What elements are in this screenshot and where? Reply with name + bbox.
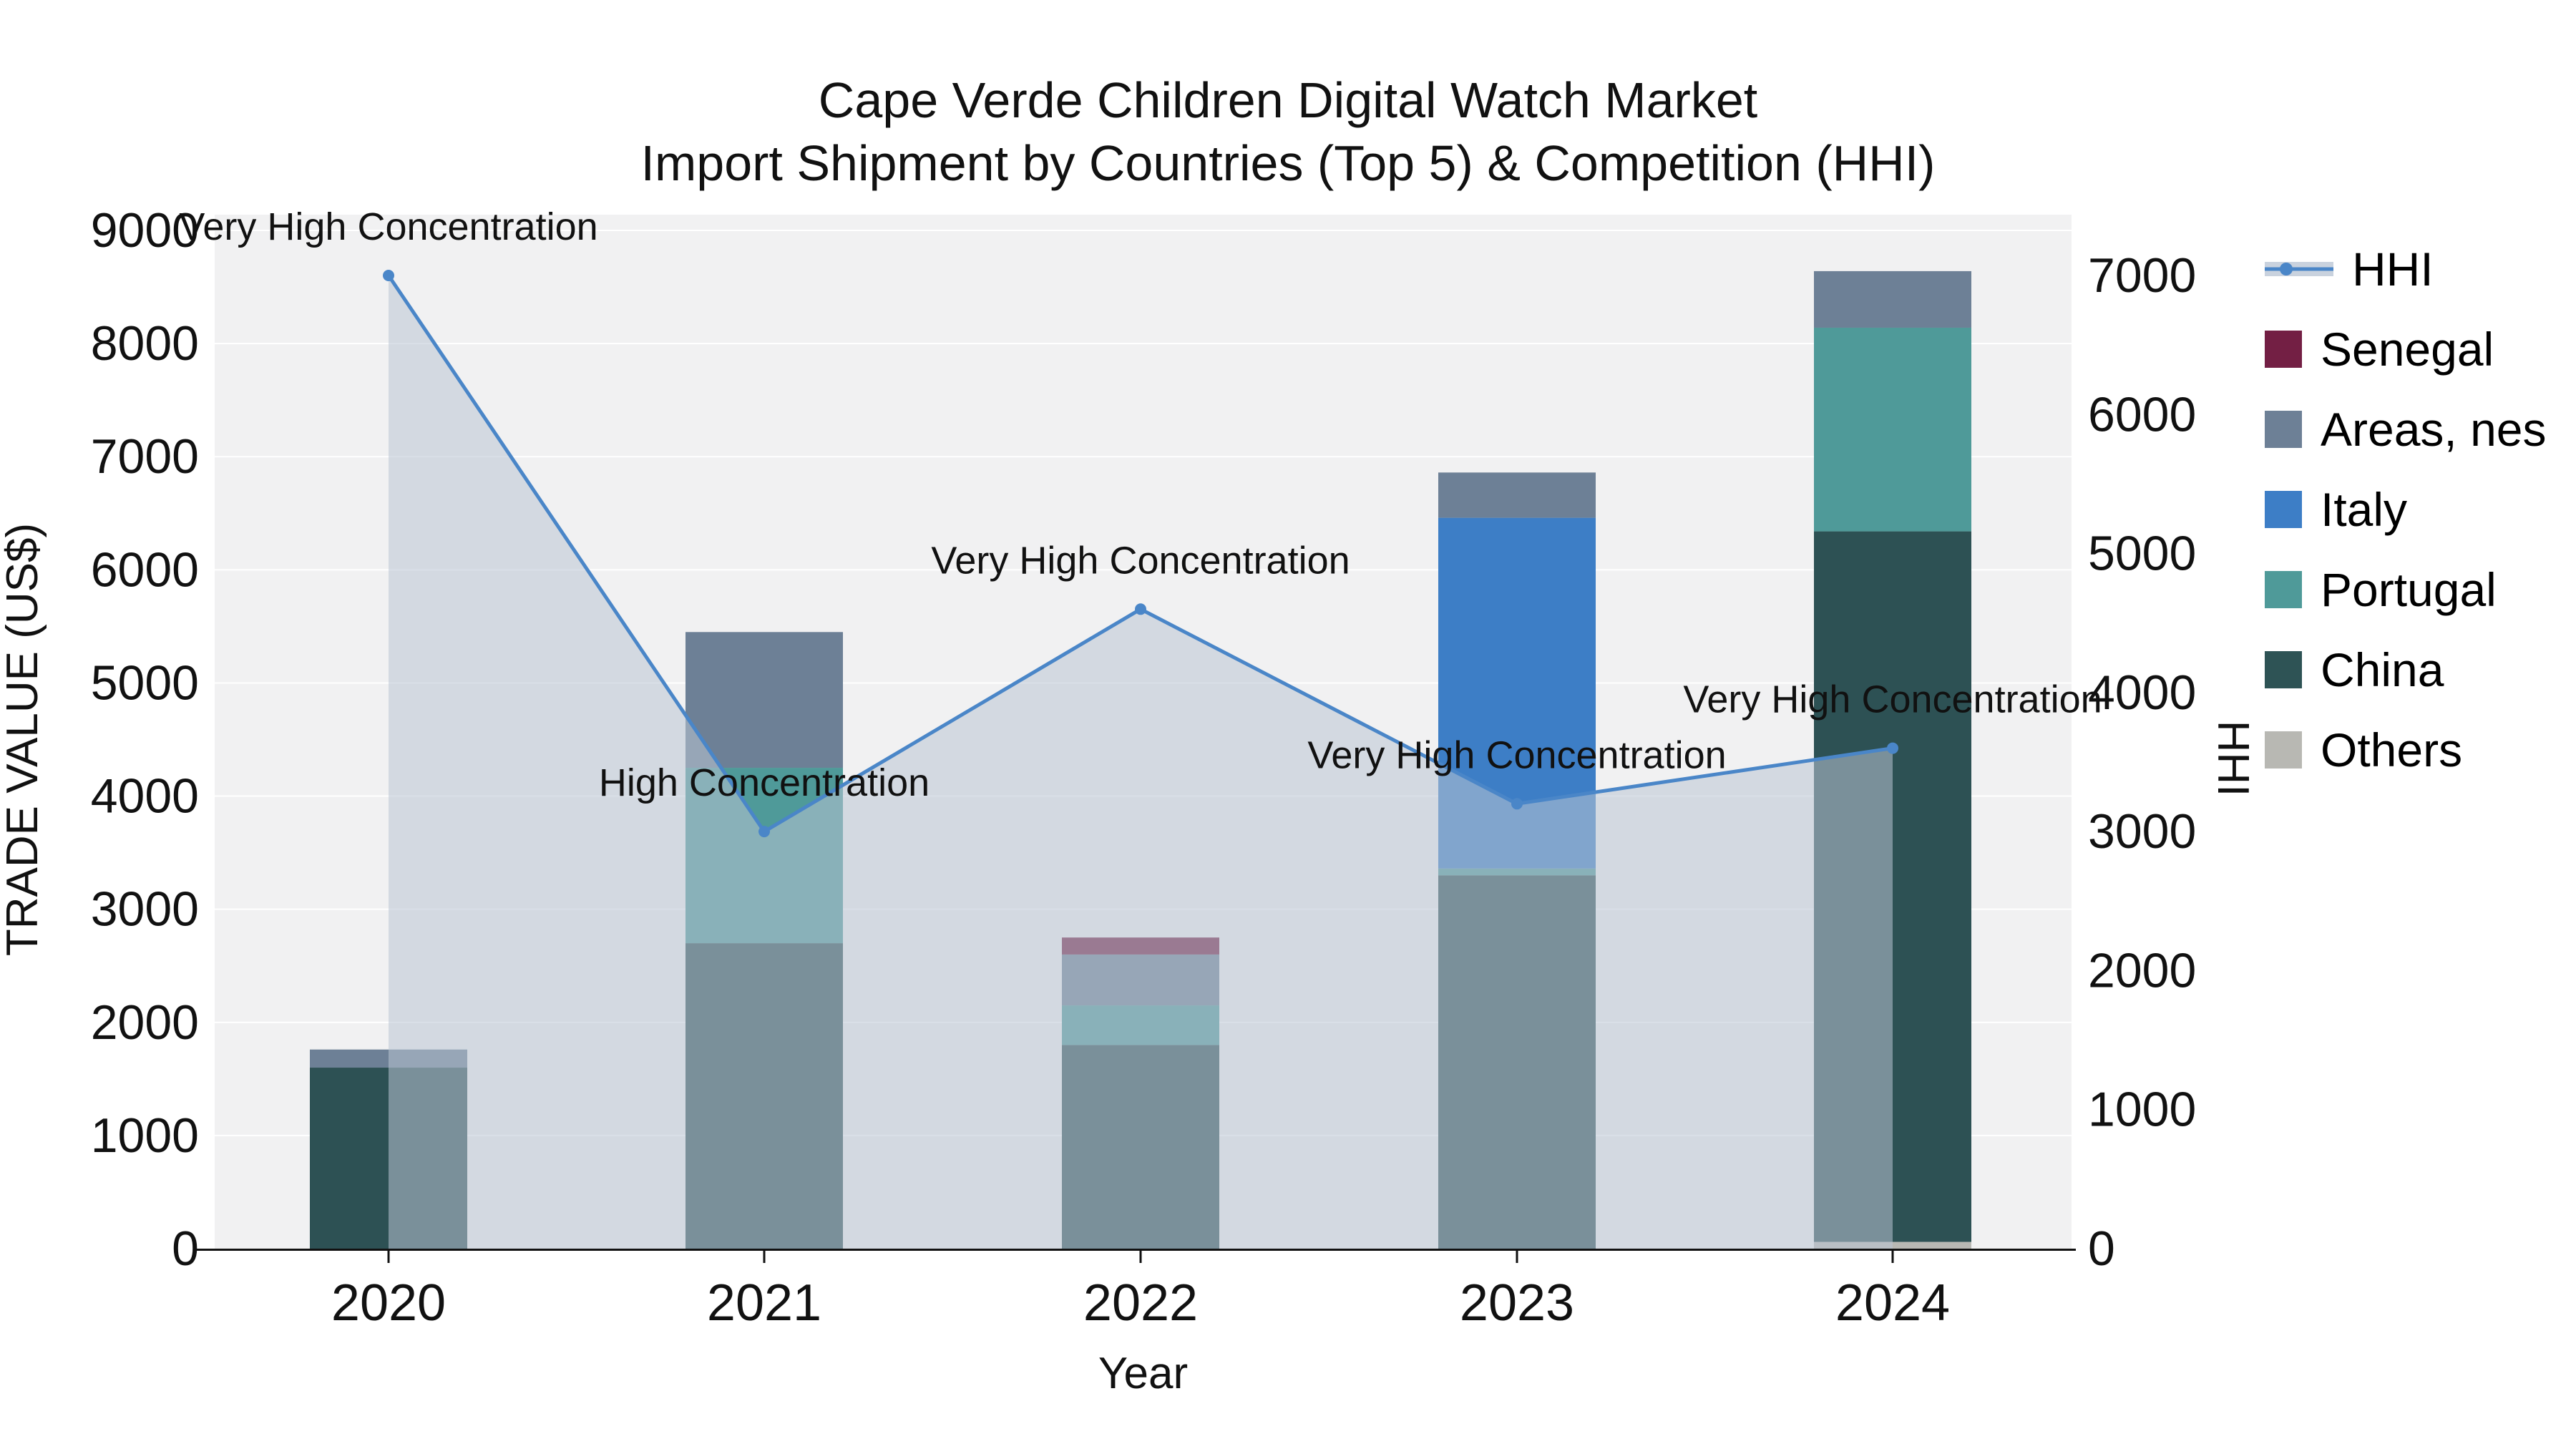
left-axis-ticks: 0 1000 2000 3000 4000 5000 6000 7000 8000 9000 [91, 203, 199, 1276]
legend-item-others[interactable]: Others [2265, 723, 2547, 777]
svg-text:6000: 6000 [91, 542, 199, 597]
legend-swatch-icon [2265, 411, 2302, 448]
hhi-marker-2023 [1511, 798, 1523, 810]
left-axis-title: TRADE VALUE (US$) [0, 523, 47, 956]
svg-text:5000: 5000 [91, 655, 199, 710]
svg-text:4000: 4000 [91, 769, 199, 824]
hhi-annotations: Very High Concentration High Concentratio… [179, 205, 2102, 804]
legend-item-areas-nes[interactable]: Areas, nes [2265, 402, 2547, 457]
svg-text:3000: 3000 [91, 882, 199, 937]
legend-swatch-icon [2265, 731, 2302, 769]
svg-text:6000: 6000 [2088, 387, 2196, 441]
legend-swatch-icon [2265, 331, 2302, 368]
svg-text:9000: 9000 [91, 203, 199, 258]
legend-item-china[interactable]: China [2265, 643, 2547, 697]
bar-segment-areas-nes-2021 [686, 632, 843, 769]
legend-item-italy[interactable]: Italy [2265, 482, 2547, 537]
chart-title-line1: Cape Verde Children Digital Watch Market [818, 72, 1758, 128]
bar-segment-areas-nes-2023 [1438, 472, 1596, 518]
hhi-marker-2022 [1135, 603, 1146, 615]
hhi-area-fill [389, 275, 1893, 1249]
chart-title-line2: Import Shipment by Countries (Top 5) & C… [640, 135, 1936, 191]
svg-text:4000: 4000 [2088, 665, 2196, 720]
x-axis-title: Year [1098, 1349, 1188, 1398]
legend-label: Senegal [2321, 323, 2494, 376]
legend-label: China [2321, 643, 2444, 696]
svg-text:8000: 8000 [91, 316, 199, 371]
legend-item-portugal[interactable]: Portugal [2265, 562, 2547, 617]
svg-text:2024: 2024 [1835, 1274, 1950, 1332]
svg-text:2000: 2000 [2088, 943, 2196, 997]
bar-segment-areas-nes-2024 [1814, 270, 1971, 328]
svg-text:2022: 2022 [1083, 1274, 1198, 1332]
hhi-marker-2021 [758, 826, 770, 838]
svg-text:2021: 2021 [707, 1274, 821, 1332]
annotation-2024: Very High Concentration [1683, 678, 2102, 721]
svg-text:3000: 3000 [2088, 804, 2196, 859]
x-axis-tickmarks [387, 1251, 1894, 1263]
legend-swatch-icon [2265, 491, 2302, 528]
svg-text:7000: 7000 [2088, 248, 2196, 303]
annotation-2021: High Concentration [599, 761, 930, 804]
bar-segment-portugal-2024 [1814, 327, 1971, 532]
hhi-markers [383, 270, 1898, 838]
svg-text:0: 0 [2088, 1221, 2115, 1276]
legend-item-hhi[interactable]: HHI [2265, 242, 2547, 296]
right-axis-ticks: 0 1000 2000 3000 4000 5000 6000 7000 [2088, 248, 2196, 1276]
legend-line-sample-icon [2265, 262, 2333, 276]
legend-item-senegal[interactable]: Senegal [2265, 322, 2547, 376]
annotation-2022: Very High Concentration [931, 539, 1350, 582]
legend-label: Areas, nes [2321, 403, 2547, 456]
annotation-2020: Very High Concentration [179, 205, 597, 248]
chart-title: Cape Verde Children Digital Watch Market… [0, 69, 2576, 195]
svg-text:2023: 2023 [1460, 1274, 1574, 1332]
legend-label: Italy [2321, 483, 2408, 536]
legend-label: HHI [2352, 243, 2434, 296]
legend: HHI Senegal Areas, nes Italy Portugal China Ot… [2265, 242, 2547, 777]
svg-text:1000: 1000 [91, 1108, 199, 1163]
legend-label: Portugal [2321, 563, 2497, 616]
svg-text:7000: 7000 [91, 429, 199, 484]
svg-text:5000: 5000 [2088, 527, 2196, 581]
svg-text:2000: 2000 [91, 995, 199, 1050]
legend-swatch-icon [2265, 651, 2302, 688]
hhi-marker-2020 [383, 270, 394, 281]
annotation-2023: Very High Concentration [1307, 733, 1726, 776]
hhi-marker-2024 [1887, 742, 1898, 754]
legend-swatch-icon [2265, 571, 2302, 608]
x-axis-ticks: 2020 2021 2022 2023 2024 [331, 1274, 1950, 1332]
right-axis-title: HHI [2208, 721, 2258, 797]
svg-text:0: 0 [172, 1221, 199, 1276]
svg-text:2020: 2020 [331, 1274, 446, 1332]
legend-label: Others [2321, 723, 2463, 776]
svg-text:1000: 1000 [2088, 1083, 2196, 1137]
